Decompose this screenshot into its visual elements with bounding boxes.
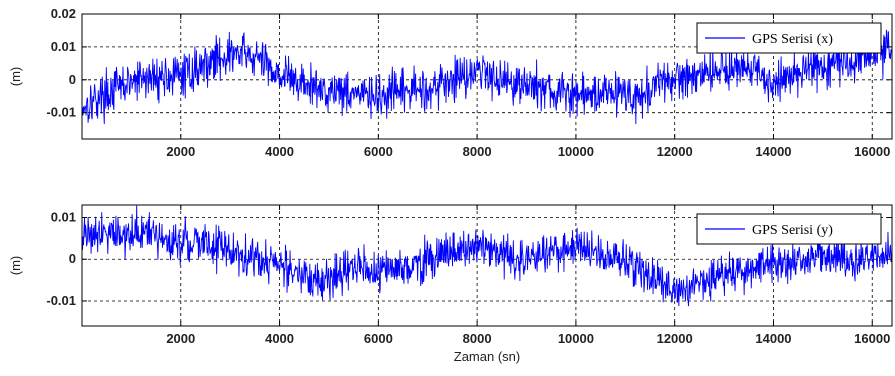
y-tick-label: -0.01 <box>46 105 76 120</box>
x-tick-label: 8000 <box>463 144 492 159</box>
y-tick-label: 0 <box>69 251 76 266</box>
axes-frame <box>81 204 893 327</box>
legend: GPS Serisi (y) <box>696 213 882 245</box>
x-tick-label: 6000 <box>364 331 393 346</box>
subplot-1: 2000 4000 6000 8000 10000 12000 14000 16000 -0.0… <box>8 6 893 159</box>
legend: GPS Serisi (x) <box>696 22 882 54</box>
y-axis-label: (m) <box>8 256 23 276</box>
axes-frame <box>81 13 893 140</box>
y-tick-label: -0.01 <box>46 293 76 308</box>
x-tick-label: 16000 <box>854 144 890 159</box>
x-tick-label: 12000 <box>657 144 693 159</box>
x-tick-label: 2000 <box>166 331 195 346</box>
y-tick-label: 0.01 <box>51 210 76 225</box>
y-tick-label: 0.02 <box>51 6 76 21</box>
x-tick-label: 14000 <box>755 331 791 346</box>
x-tick-label: 4000 <box>265 144 294 159</box>
x-tick-label: 6000 <box>364 144 393 159</box>
y-tick-label: 0.01 <box>51 39 76 54</box>
x-tick-label: 12000 <box>657 331 693 346</box>
x-tick-label: 10000 <box>558 144 594 159</box>
x-tick-label: 16000 <box>854 331 890 346</box>
x-tick-label: 10000 <box>558 331 594 346</box>
y-tick-label: 0 <box>69 72 76 87</box>
subplot-2: 2000 4000 6000 8000 10000 12000 14000 16000 -0.0… <box>8 204 893 364</box>
x-axis-label: Zaman (sn) <box>454 349 520 364</box>
legend-label: GPS Serisi (y) <box>752 223 833 238</box>
x-tick-label: 14000 <box>755 144 791 159</box>
series-line-1 <box>82 205 892 307</box>
y-axis-label: (m) <box>8 67 23 87</box>
x-tick-label: 8000 <box>463 331 492 346</box>
x-tick-label: 4000 <box>265 331 294 346</box>
legend-label: GPS Serisi (x) <box>752 32 833 47</box>
series-line-1 <box>82 29 892 125</box>
x-tick-label: 2000 <box>166 144 195 159</box>
